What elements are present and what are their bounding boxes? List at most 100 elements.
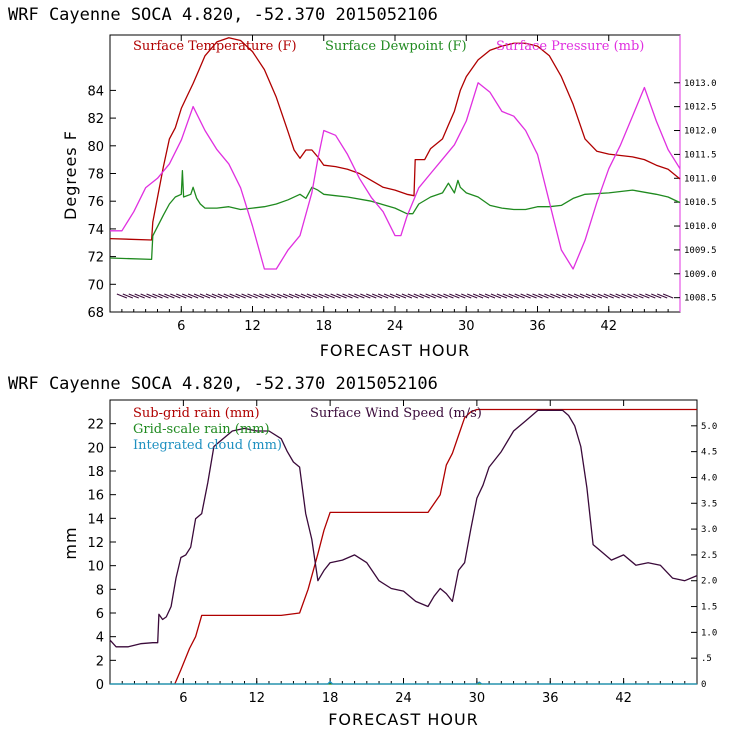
wind-barb-27: [425, 293, 436, 299]
wind-barb-44: [627, 293, 638, 299]
chart1-legend-surface-temperature: Surface Temperature (F): [133, 39, 297, 54]
wind-barb-45: [639, 293, 650, 299]
chart2-ytick-label-18: 18: [87, 465, 104, 480]
wind-barb-13.5: [265, 293, 276, 299]
wind-barb-10.5: [229, 293, 240, 299]
chart1-xtick-label-30: 30: [458, 319, 475, 334]
wind-barb-35: [520, 293, 531, 299]
chart2-legend-grid-scale-rain: Grid-scale rain (mm): [133, 422, 270, 437]
wind-barb-4: [152, 293, 163, 299]
chart2-ytick-label-12: 12: [87, 536, 104, 551]
wind-barb-12.5: [253, 293, 264, 299]
chart1-xtick-label-12: 12: [244, 319, 261, 334]
chart2-y2tick-label-1.0: 1.0: [701, 628, 717, 638]
wind-barb-46: [651, 293, 662, 299]
chart2-y2tick-label-0: 0: [701, 680, 706, 690]
wind-barb-39.5: [573, 293, 585, 299]
wind-barb-16: [294, 293, 306, 299]
chart2-y2tick-label-3.0: 3.0: [701, 525, 717, 535]
wind-barb-34.5: [514, 293, 525, 299]
wind-barb-31.5: [478, 293, 490, 299]
chart1-ytick-label-84: 84: [87, 84, 104, 99]
wind-barb-34: [508, 293, 519, 299]
wind-barb-41.5: [597, 293, 608, 299]
wind-barb-9.5: [217, 293, 228, 299]
wind-barb-44.5: [633, 293, 644, 299]
chart1-x-axis-label: FORECAST HOUR: [320, 341, 471, 360]
chart1-series-surface-dewpoint-line: [109, 170, 681, 261]
chart1-y2tick-label-1009.5: 1009.5: [684, 246, 717, 256]
chart2-y2tick-label-5.0: 5.0: [701, 422, 717, 432]
wind-barb-5: [164, 293, 175, 299]
chart2-y2tick-label-3.5: 3.5: [701, 499, 717, 509]
chart1-y2tick-label-1010.5: 1010.5: [684, 198, 717, 208]
chart2-xtick-label-6: 6: [179, 691, 187, 706]
wind-barb-29: [449, 293, 460, 299]
wind-barb-2.5: [134, 293, 145, 299]
wind-barb-47: [662, 293, 674, 299]
chart2-y2tick-label-4.0: 4.0: [701, 473, 717, 483]
chart2-ytick-label-8: 8: [96, 583, 104, 598]
chart2-y-axis-label: mm: [61, 526, 80, 559]
wind-barb-33.5: [502, 293, 513, 299]
wind-barb-26.5: [419, 293, 430, 299]
wind-barb-14.5: [277, 293, 288, 299]
wind-barb-7.5: [193, 293, 205, 299]
chart1-y2tick-label-1012.5: 1012.5: [684, 103, 717, 113]
wind-barb-28.5: [443, 293, 454, 299]
wind-barb-11: [235, 293, 246, 299]
chart1-y2tick-label-1013.0: 1013.0: [684, 79, 717, 89]
wind-barb-18.5: [324, 293, 335, 299]
chart2-ytick-label-4: 4: [96, 631, 104, 646]
wind-barb-26: [413, 293, 424, 299]
wind-barb-17.5: [312, 293, 323, 299]
chart1-legend-surface-pressure: Surface Pressure (mb): [496, 39, 644, 54]
chart2-xtick-label-24: 24: [395, 691, 412, 706]
chart2-x-axis-label: FORECAST HOUR: [328, 710, 479, 729]
wind-barb-40: [579, 293, 591, 299]
wind-barb-36: [532, 293, 543, 299]
chart1-title: WRF Cayenne SOCA 4.820, -52.370 20150521…: [8, 5, 438, 25]
wind-barb-11.5: [241, 293, 252, 299]
chart2-ytick-label-14: 14: [87, 512, 104, 527]
wind-barb-17: [306, 293, 318, 299]
chart2-ytick-label-2: 2: [96, 654, 104, 669]
wind-barb-37.5: [550, 293, 561, 299]
chart2-xtick-label-12: 12: [248, 691, 265, 706]
chart2-legend-surface-wind-speed: Surface Wind Speed (m/s): [310, 406, 482, 421]
chart1-ytick-label-70: 70: [87, 278, 104, 293]
chart2-series-sub-grid-rain-line: [174, 408, 697, 685]
wind-barb-20: [342, 293, 353, 299]
chart1-ytick-label-78: 78: [87, 168, 104, 183]
wind-barb-38.5: [562, 293, 573, 299]
wind-barb-24: [389, 293, 401, 299]
wind-barb-22: [366, 293, 377, 299]
wind-barb-40.5: [585, 293, 597, 299]
wind-barb-42: [603, 293, 614, 299]
chart1-ytick-label-68: 68: [87, 306, 104, 321]
chart1-ytick-label-74: 74: [87, 223, 104, 238]
wind-barb-29.5: [455, 293, 466, 299]
chart1-y-axis-label: Degrees F: [61, 130, 80, 220]
wind-barb-23: [377, 293, 389, 299]
wind-barb-8.5: [205, 293, 217, 299]
chart2-y2tick-label-1.5: 1.5: [701, 603, 717, 613]
wind-barb-14: [271, 293, 282, 299]
wind-barb-12: [247, 293, 258, 299]
wind-barb-32.5: [490, 293, 502, 299]
chart1-series-surface-pressure-line: [110, 82, 681, 270]
chart2-xtick-label-42: 42: [615, 691, 632, 706]
chart1-wind-barbs: [116, 293, 674, 299]
wind-barb-25.5: [407, 293, 418, 299]
chart2-xtick-label-18: 18: [322, 691, 339, 706]
wind-barb-23.5: [383, 293, 395, 299]
wind-barb-15.5: [288, 293, 300, 299]
chart1-series-surface-temperature-line: [109, 37, 681, 241]
wind-barb-21: [354, 293, 365, 299]
wind-barb-3: [140, 293, 151, 299]
chart2-ytick-label-6: 6: [96, 607, 104, 622]
wind-barb-37: [544, 293, 555, 299]
wind-barb-1: [116, 293, 128, 299]
chart1-ytick-label-76: 76: [87, 195, 104, 210]
